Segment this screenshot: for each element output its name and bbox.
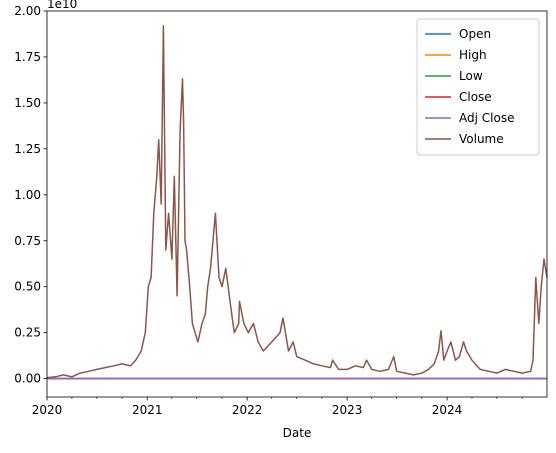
y-tick-label: 0.00 [14, 372, 41, 386]
y-tick-label: 0.25 [14, 326, 41, 340]
x-tick-label: 2021 [132, 403, 163, 417]
x-axis-label: Date [283, 426, 312, 440]
x-axis-ticks: 2020 2021 2022 2023 2024 [32, 397, 522, 417]
x-tick-label: 2022 [232, 403, 263, 417]
legend-label: High [459, 48, 487, 62]
y-axis-ticks: 0.00 0.25 0.50 0.75 1.00 1.25 1.50 1.75 2.00 [14, 4, 47, 386]
y-tick-label: 1.50 [14, 96, 41, 110]
x-tick-label: 2023 [332, 403, 363, 417]
legend-label: Close [459, 90, 492, 104]
y-tick-label: 0.50 [14, 280, 41, 294]
y-tick-label: 1.00 [14, 188, 41, 202]
y-tick-label: 2.00 [14, 4, 41, 18]
legend-label: Low [459, 69, 483, 83]
x-tick-label: 2020 [32, 403, 63, 417]
y-tick-label: 1.75 [14, 50, 41, 64]
legend-label: Open [459, 27, 491, 41]
legend: Open High Low Close Adj Close Volume [417, 19, 539, 155]
y-offset-label: 1e10 [47, 0, 77, 11]
y-tick-label: 0.75 [14, 234, 41, 248]
x-tick-label: 2024 [432, 403, 463, 417]
y-tick-label: 1.25 [14, 142, 41, 156]
legend-label: Adj Close [459, 111, 514, 125]
legend-label: Volume [459, 132, 504, 146]
